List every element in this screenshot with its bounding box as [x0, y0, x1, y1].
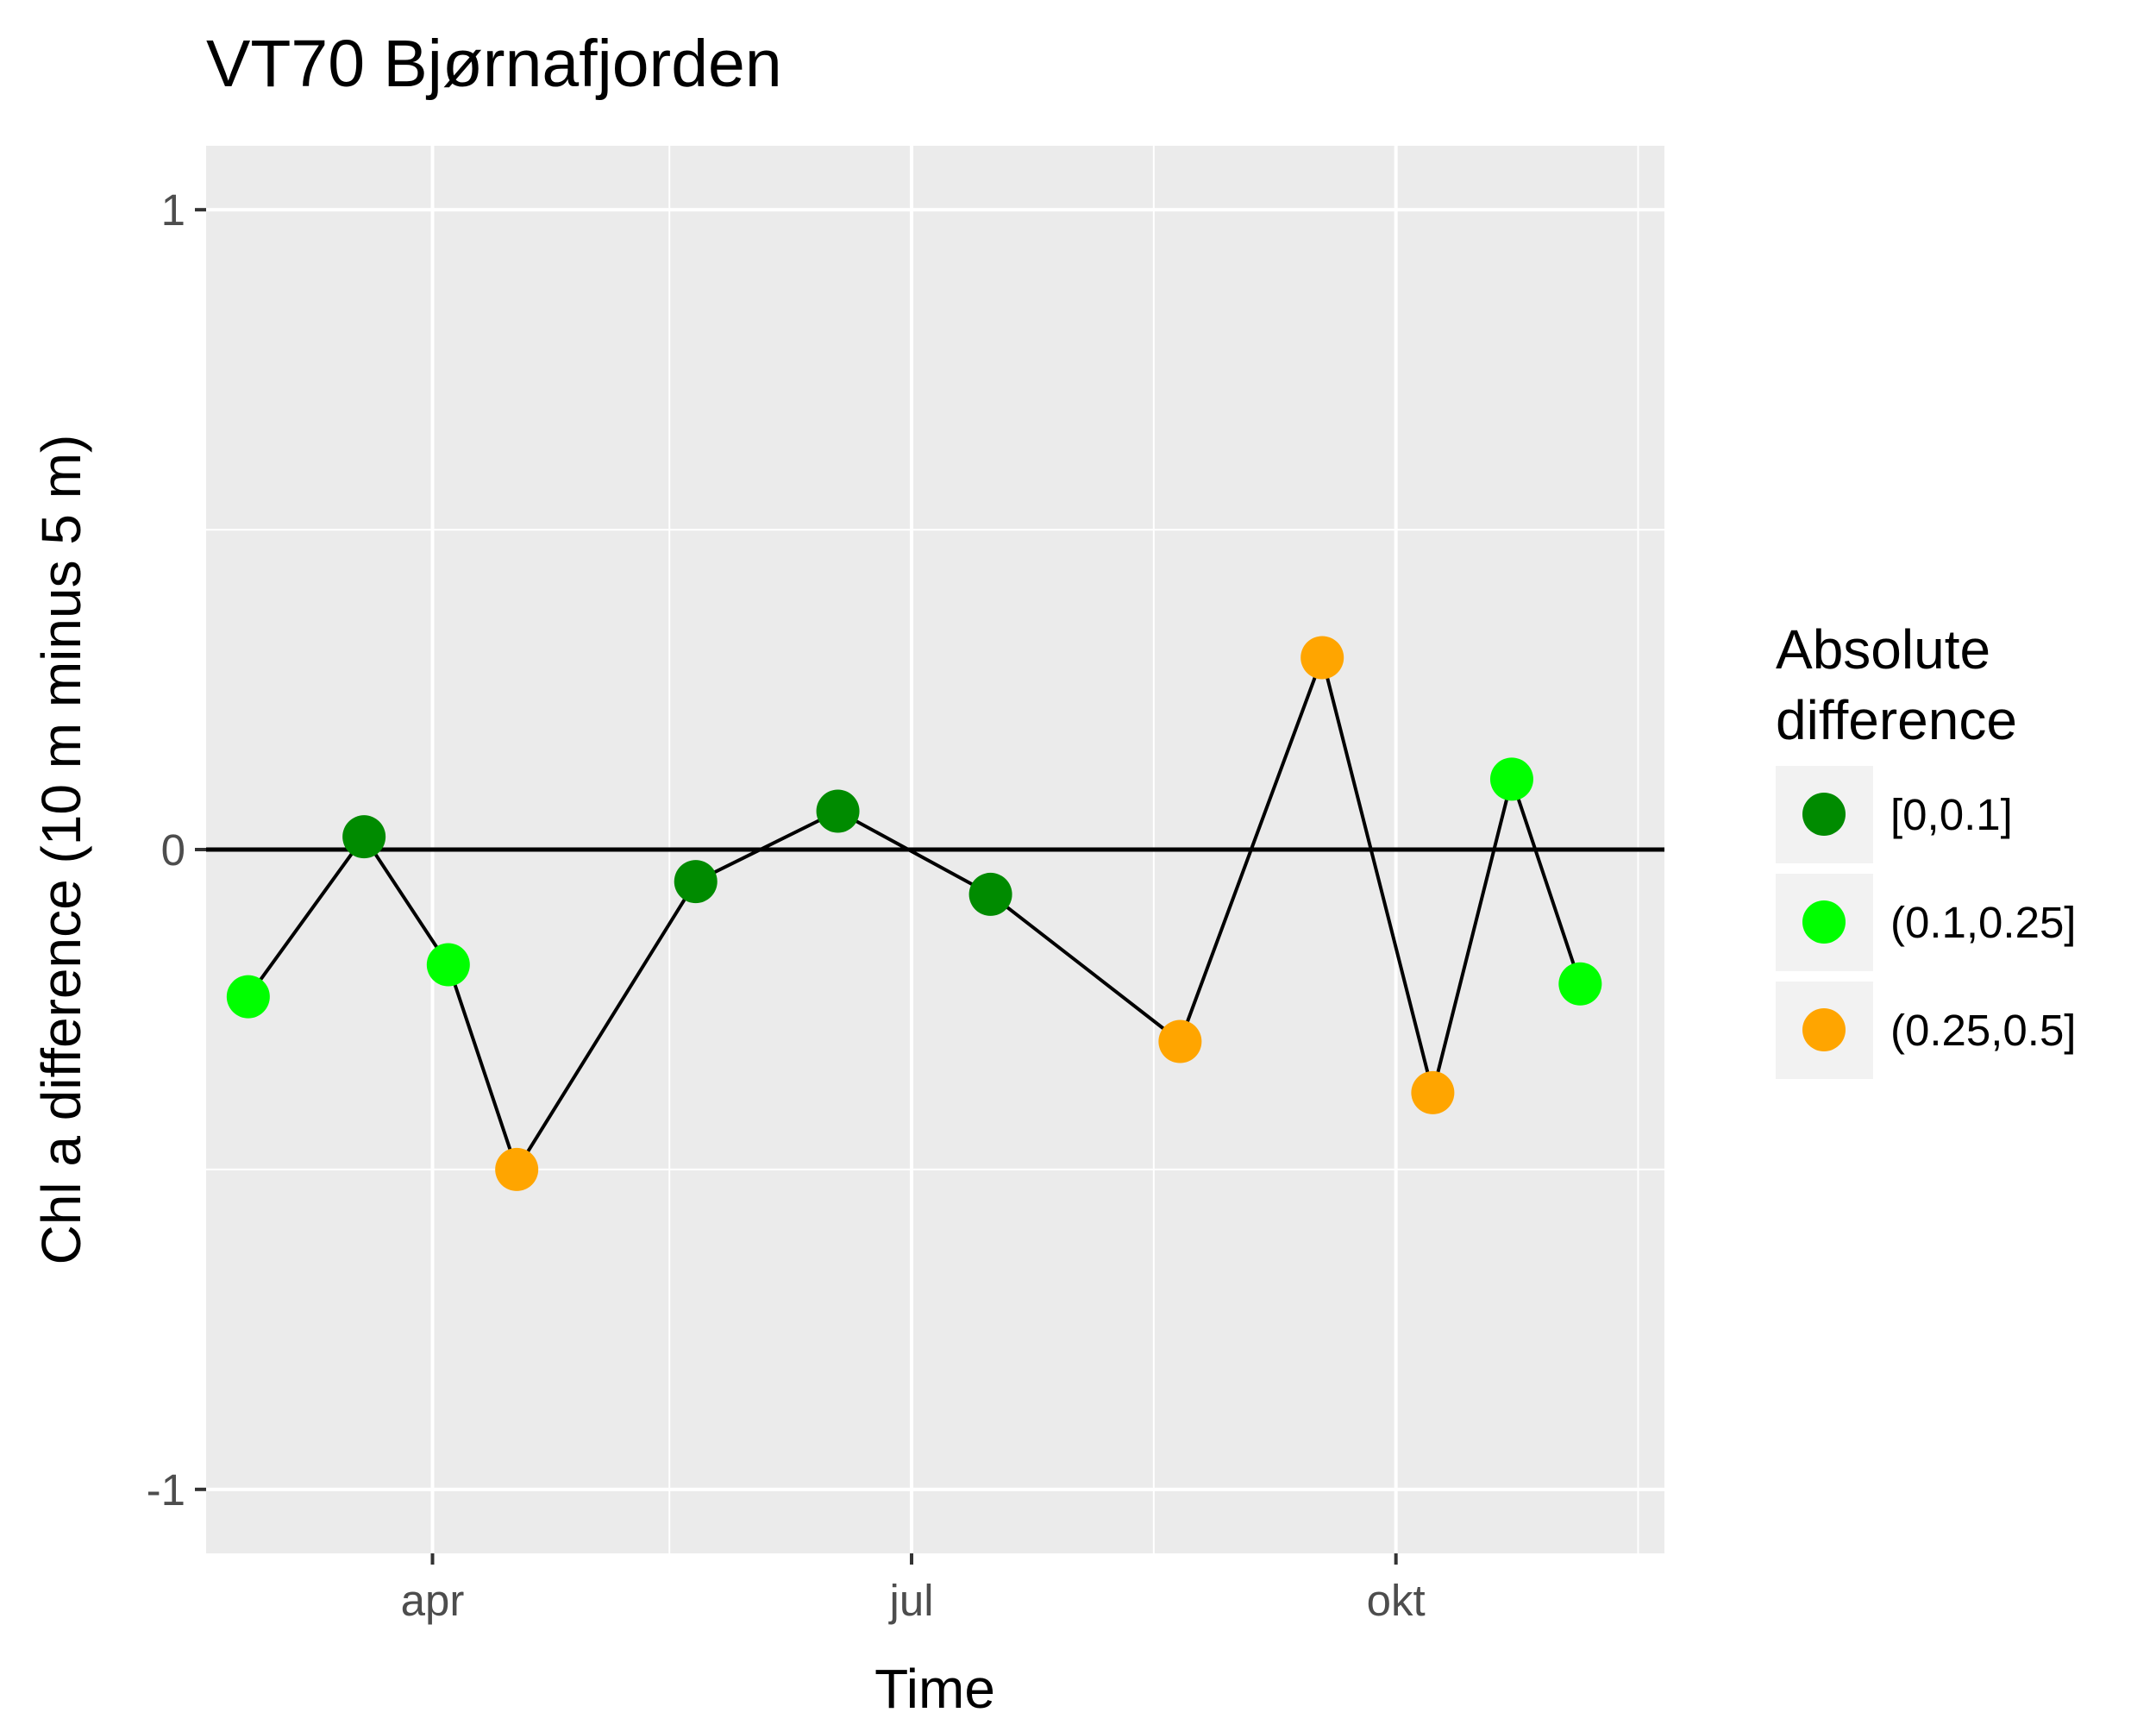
data-point	[816, 789, 860, 833]
y-tick-label: 0	[161, 825, 185, 875]
data-point	[1158, 1019, 1202, 1063]
legend-title-line: Absolute	[1776, 618, 1990, 681]
chart-title: VT70 Bjørnafjorden	[206, 27, 782, 101]
x-tick-label: apr	[401, 1576, 465, 1625]
legend-key-swatch	[1802, 1008, 1846, 1051]
data-point	[674, 860, 718, 904]
x-axis-title: Time	[874, 1658, 995, 1720]
legend-title-line: difference	[1776, 689, 2017, 751]
data-point	[1489, 757, 1533, 801]
legend-label: (0.1,0.25]	[1890, 898, 2076, 947]
y-tick-label: -1	[147, 1465, 185, 1515]
y-axis-title: Chl a difference (10 m minus 5 m)	[30, 435, 92, 1265]
legend-label: [0,0.1]	[1890, 790, 2013, 839]
data-point	[1558, 962, 1602, 1006]
y-tick-label: 1	[161, 185, 185, 235]
data-layer	[206, 636, 1664, 1191]
axes: -1 0 1 apr jul okt	[147, 185, 1426, 1625]
data-point	[968, 872, 1012, 916]
data-point	[1411, 1070, 1455, 1114]
legend: Absolute difference [0,0.1] (0.1,0.25] (0.25…	[1776, 618, 2076, 1079]
series-line	[247, 656, 1583, 1171]
x-tick-label: jul	[888, 1576, 934, 1625]
data-point	[342, 815, 386, 859]
legend-key-swatch	[1802, 900, 1846, 944]
data-point	[1300, 636, 1344, 680]
legend-label: (0.25,0.5]	[1890, 1006, 2076, 1055]
data-point	[226, 975, 270, 1019]
data-point	[426, 943, 470, 987]
x-tick-label: okt	[1367, 1576, 1426, 1625]
data-point	[495, 1147, 539, 1191]
legend-key-swatch	[1802, 793, 1846, 836]
